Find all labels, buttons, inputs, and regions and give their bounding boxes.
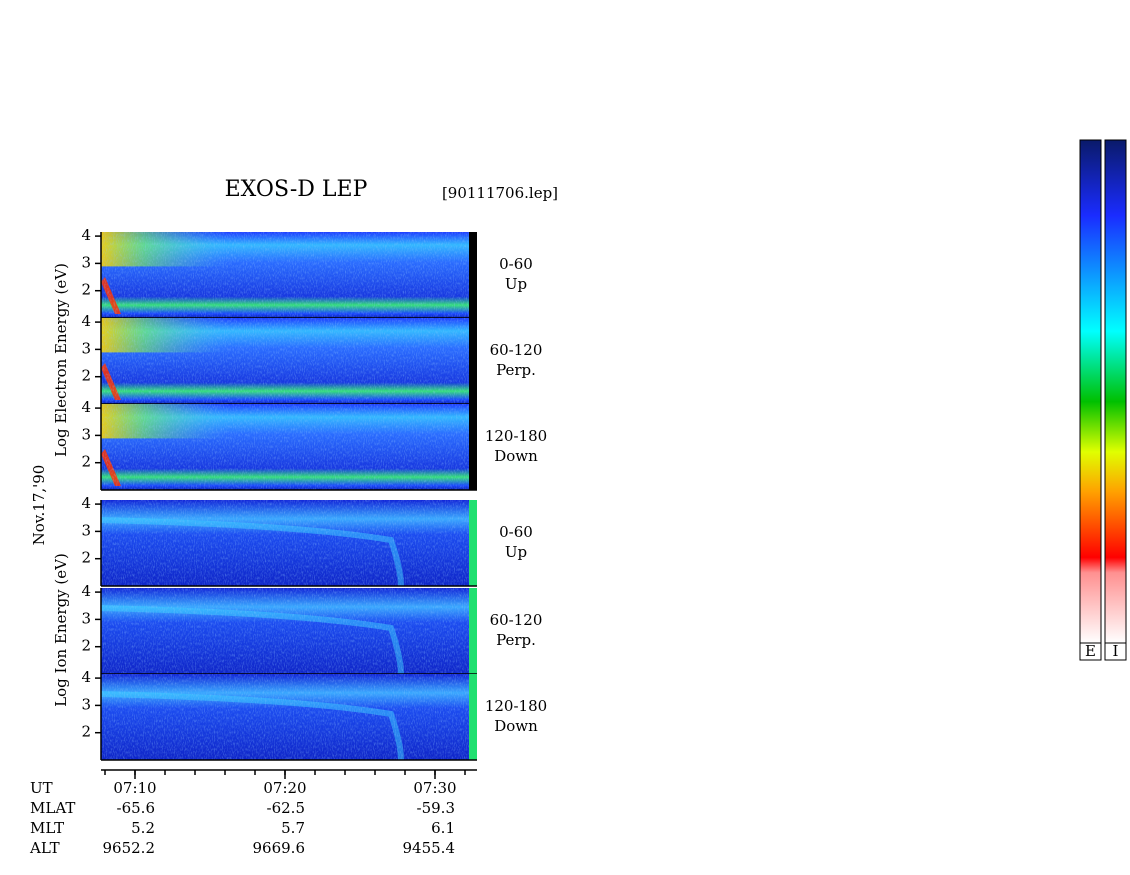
date-label: Nov.17,'90 (30, 465, 48, 546)
direction-label: Down (494, 447, 538, 465)
row-label: MLAT (30, 799, 75, 817)
time-axis-value: 9455.4 (403, 839, 456, 857)
color-bar (1104, 139, 1127, 644)
electron-axis-label: Log Electron Energy (eV) (52, 263, 70, 457)
ion-axis-label: Log Ion Energy (eV) (52, 553, 70, 707)
time-axis-value: 07:20 (263, 779, 306, 797)
y-tick-label: 4 (81, 398, 91, 416)
y-tick-label: 4 (81, 312, 91, 330)
y-tick-label: 2 (81, 281, 91, 299)
y-tick-label: 4 (81, 582, 91, 600)
spectrogram-noise (101, 674, 469, 760)
time-axis-value: -65.6 (117, 799, 155, 817)
direction-label: Perp. (496, 361, 536, 379)
panel-edge (469, 500, 477, 586)
pitch-label: 60-120 (490, 341, 543, 359)
direction-label: Down (494, 717, 538, 735)
row-label: MLT (30, 819, 64, 837)
spectrogram-noise (101, 500, 469, 586)
y-tick-label: 3 (81, 609, 91, 627)
title: EXOS-D LEP (225, 177, 368, 202)
y-tick-label: 3 (81, 425, 91, 443)
panel-edge (469, 318, 477, 404)
time-axis-value: 6.1 (431, 819, 455, 837)
color-bar-label: I (1113, 642, 1119, 660)
time-axis-value: -59.3 (417, 799, 455, 817)
time-axis-value: 07:10 (113, 779, 156, 797)
time-axis-value: 5.7 (281, 819, 305, 837)
pitch-label: 0-60 (499, 523, 533, 541)
row-label: ALT (29, 839, 60, 857)
direction-label: Up (505, 275, 527, 293)
panel-edge (469, 588, 477, 674)
y-tick-label: 3 (81, 339, 91, 357)
y-tick-label: 2 (81, 549, 91, 567)
y-tick-label: 4 (81, 226, 91, 244)
color-bar-label-box (1104, 642, 1127, 661)
time-axis-value: -62.5 (267, 799, 305, 817)
spectrogram-noise (101, 318, 469, 404)
y-tick-label: 4 (81, 668, 91, 686)
row-label: UT (30, 779, 53, 797)
time-axis-value: 9652.2 (103, 839, 156, 857)
spectrogram-noise (101, 588, 469, 674)
panel-edge (469, 404, 477, 490)
pitch-label: 120-180 (485, 427, 547, 445)
y-tick-label: 3 (81, 695, 91, 713)
y-tick-label: 3 (81, 521, 91, 539)
color-bar-label-box (1079, 642, 1102, 661)
y-tick-label: 3 (81, 253, 91, 271)
y-tick-label: 2 (81, 723, 91, 741)
color-bar-label: E (1085, 642, 1096, 660)
pitch-label: 0-60 (499, 255, 533, 273)
y-tick-label: 2 (81, 637, 91, 655)
spectrogram-noise (101, 232, 469, 318)
color-bar (1079, 139, 1102, 644)
y-tick-label: 4 (81, 494, 91, 512)
y-tick-label: 2 (81, 453, 91, 471)
panel-edge (469, 232, 477, 318)
direction-label: Up (505, 543, 527, 561)
time-axis-value: 5.2 (131, 819, 155, 837)
direction-label: Perp. (496, 631, 536, 649)
file-label: [90111706.lep] (442, 184, 558, 202)
spectrogram-noise (101, 404, 469, 490)
time-axis-value: 07:30 (413, 779, 456, 797)
y-tick-label: 2 (81, 367, 91, 385)
time-axis-value: 9669.6 (253, 839, 306, 857)
panel-edge (469, 674, 477, 760)
pitch-label: 60-120 (490, 611, 543, 629)
pitch-label: 120-180 (485, 697, 547, 715)
